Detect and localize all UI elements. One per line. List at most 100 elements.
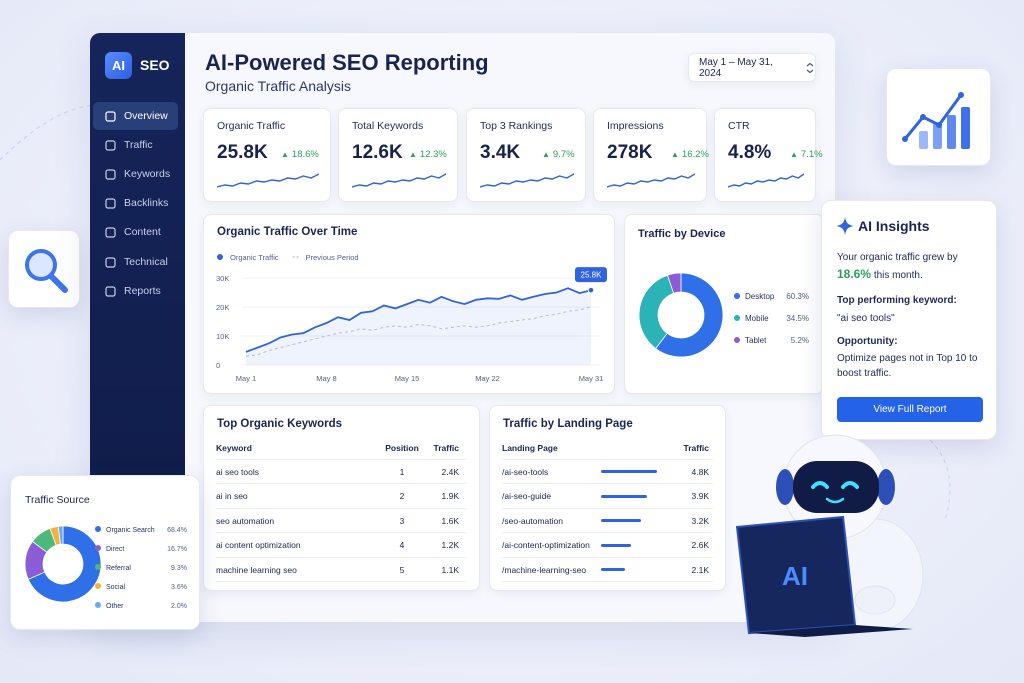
kpi-change-value: 9.7%: [552, 149, 575, 160]
nav-item[interactable]: Content: [93, 218, 178, 246]
up-arrow: ▲: [281, 150, 289, 159]
sparkline: [607, 173, 695, 188]
callout: [575, 267, 607, 283]
kpi-card: Top 3 Rankings 3.4K ▲ 9.7%: [466, 108, 586, 202]
x-tick-label: May 8: [316, 374, 336, 383]
table-header: Landing Page Traffic: [502, 436, 713, 460]
table-cell: 1.2K: [441, 540, 460, 550]
icon-bar: [933, 123, 942, 149]
table-cell: ai seo tools: [216, 466, 259, 477]
table-row: /ai-seo-tools 4.8K: [502, 460, 713, 484]
view-report-button[interactable]: View Full Report: [837, 397, 983, 422]
value-label: 60.3%: [786, 292, 809, 301]
legend-label: Organic Search: [106, 527, 155, 534]
kpi-label: Top 3 Rankings: [480, 120, 553, 132]
robot-eyes: [811, 481, 859, 489]
nav-item[interactable]: Keywords: [93, 160, 178, 188]
chart-icon-card: [886, 68, 991, 166]
nav-item[interactable]: Technical: [93, 248, 178, 276]
nav-icon-shape: [105, 256, 116, 268]
sparkline-path: [352, 173, 446, 188]
kpi-value: 3.4K: [480, 142, 521, 163]
nav-item[interactable]: Reports: [93, 277, 178, 305]
legend-label: Tablet: [745, 336, 767, 345]
traffic-bar-track: [601, 470, 665, 473]
series-line: [245, 287, 592, 353]
table-cell: seo automation: [216, 515, 275, 526]
sparkline-path: [607, 173, 695, 188]
device-chart: Traffic by Device Desktop 60.3% Mobile 34.5%…: [638, 228, 809, 358]
x-tick-label: May 22: [475, 374, 500, 383]
chart-title: Organic Traffic Over Time: [217, 226, 357, 238]
kpi-card: CTR 4.8% ▲ 7.1%: [714, 108, 823, 202]
legend-marker: [95, 526, 101, 532]
date-picker[interactable]: May 1 – May 31, 2024: [688, 53, 816, 82]
nav-label: Backlinks: [124, 197, 169, 209]
nav-label: Keywords: [124, 168, 171, 180]
nav-icon-shape: [105, 168, 116, 180]
nav-label: Content: [124, 226, 161, 238]
sparkle-icon: [836, 217, 854, 235]
table-row: ai seo tools 1 2.4K: [216, 460, 467, 484]
value-label: 9.3%: [171, 565, 187, 572]
pie-slice: [57, 525, 64, 545]
traffic-source-chart: Traffic Source Organic Search 68.4% Direct 1…: [24, 494, 187, 610]
legend-marker: [734, 337, 740, 343]
kpi-value: 4.8%: [728, 142, 772, 163]
robot-ear: [877, 469, 895, 505]
kpi-change: ▲ 12.3%: [409, 149, 447, 160]
value-label: 5.2%: [791, 336, 809, 345]
sparkline: [728, 173, 804, 188]
robot-illustration: AI: [735, 434, 924, 637]
device-chart-card: Traffic by Device Desktop 60.3% Mobile 34.5%…: [624, 214, 824, 394]
kpi-value: 278K: [607, 142, 653, 163]
lens: [25, 249, 57, 281]
table-row: ai content optimization 4 1.2K: [216, 534, 467, 558]
table-row: /machine-learning-seo 2.1K: [502, 558, 713, 582]
table-cell: 2.1K: [691, 564, 710, 575]
x-tick-label: May 1: [236, 374, 256, 383]
traffic-bar: [601, 470, 657, 473]
icon-dot: [958, 92, 964, 98]
kpi-value: 25.8K: [217, 142, 268, 163]
table-cell: 2: [399, 491, 405, 501]
card-title: Traffic by Landing Page: [503, 418, 633, 430]
nav-icon: [105, 256, 116, 268]
pie-slice: [27, 525, 102, 603]
icon-dot: [920, 114, 926, 120]
table-row: /seo-automation 3.2K: [502, 509, 713, 533]
legend-label: Other: [106, 603, 124, 610]
growth-suffix: this month.: [873, 270, 923, 281]
traffic-bar-track: [601, 543, 665, 547]
laptop-base: [749, 625, 913, 637]
keywords-card: Top Organic Keywords Keyword Position Traff…: [203, 405, 480, 591]
chart-title: Traffic Source: [25, 494, 90, 506]
robot-ear: [776, 469, 794, 505]
icon-dot: [936, 122, 942, 128]
nav-item[interactable]: Traffic: [93, 131, 178, 159]
kpi-change-value: 7.1%: [800, 149, 823, 160]
legend-marker: [95, 602, 101, 608]
brand: SEO: [140, 57, 170, 73]
traffic-bar: [601, 519, 641, 522]
nav-item[interactable]: Overview: [93, 102, 178, 130]
kpi-card: Total Keywords 12.6K ▲ 12.3%: [338, 108, 458, 202]
traffic-bar-track: [601, 494, 665, 498]
y-tick-label: 0: [216, 361, 220, 370]
insights-title: AI Insights: [858, 218, 930, 234]
table-cell: 2.4K: [441, 466, 460, 477]
kpi-change-value: 18.6%: [291, 149, 319, 160]
kpi-card: Impressions 278K ▲ 16.2%: [593, 108, 709, 202]
nav-icon: [105, 110, 116, 122]
kpi-change: ▲ 18.6%: [281, 149, 319, 160]
nav-icon-shape: [105, 139, 116, 151]
value-label: 16.7%: [167, 546, 187, 553]
line-chart-card: Organic Traffic Over Time 0 10K 20K 30K May 1…: [203, 214, 615, 394]
nav-icon: [105, 197, 116, 209]
x-tick-label: May 15: [395, 374, 420, 383]
nav-item[interactable]: Backlinks: [93, 189, 178, 217]
nav-icon-shape: [105, 110, 116, 122]
growth-value: 18.6%: [837, 267, 872, 281]
table-row: /ai-seo-guide 3.9K: [502, 485, 713, 509]
up-arrow: ▲: [790, 150, 798, 159]
